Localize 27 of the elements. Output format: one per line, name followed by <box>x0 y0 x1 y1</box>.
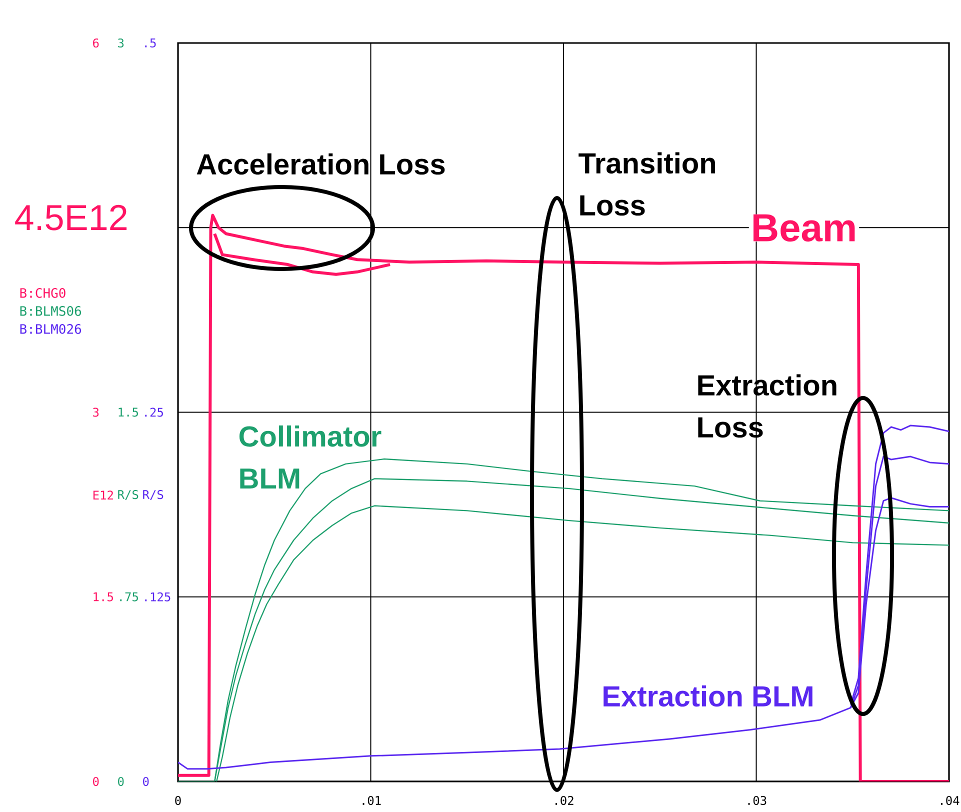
x-tick-label: .02 <box>556 796 574 806</box>
y3-axis-title: R/S <box>143 490 164 500</box>
y-tick-label: 6 <box>93 38 99 48</box>
text: B:CHG0 <box>20 288 66 298</box>
annotation: Acceleration Loss <box>196 153 445 175</box>
x-tick-label: .03 <box>748 796 766 806</box>
y2-tick-label: 1.5 <box>118 408 138 417</box>
text: B:BLMS06 <box>20 306 82 316</box>
x-tick-label: .01 <box>362 796 381 806</box>
y-axis-title: E12 <box>93 490 113 500</box>
y2-tick-label: 3 <box>118 38 124 48</box>
y3-tick-label: .125 <box>145 592 170 602</box>
y3-tick-label: .25 <box>145 408 163 417</box>
text: B:BLM026 <box>20 324 82 334</box>
annotation: Beam <box>754 214 855 242</box>
y3-tick-label: .5 <box>145 38 156 48</box>
y2-tick-label: .75 <box>120 592 138 602</box>
y-tick-label: 3 <box>93 408 99 417</box>
annotation: Transition Loss <box>578 152 716 216</box>
y3-tick-label: 0 <box>143 776 149 786</box>
x-tick-label: .04 <box>941 796 960 806</box>
ref-line-label: 4.5E12 <box>15 204 127 230</box>
y-tick-label: 0 <box>93 776 99 786</box>
x-tick-label: 0 <box>175 796 181 806</box>
y-tick-label: 1.5 <box>94 592 113 602</box>
y2-tick-label: 0 <box>118 776 124 786</box>
y2-axis-title: R/S <box>118 490 138 500</box>
